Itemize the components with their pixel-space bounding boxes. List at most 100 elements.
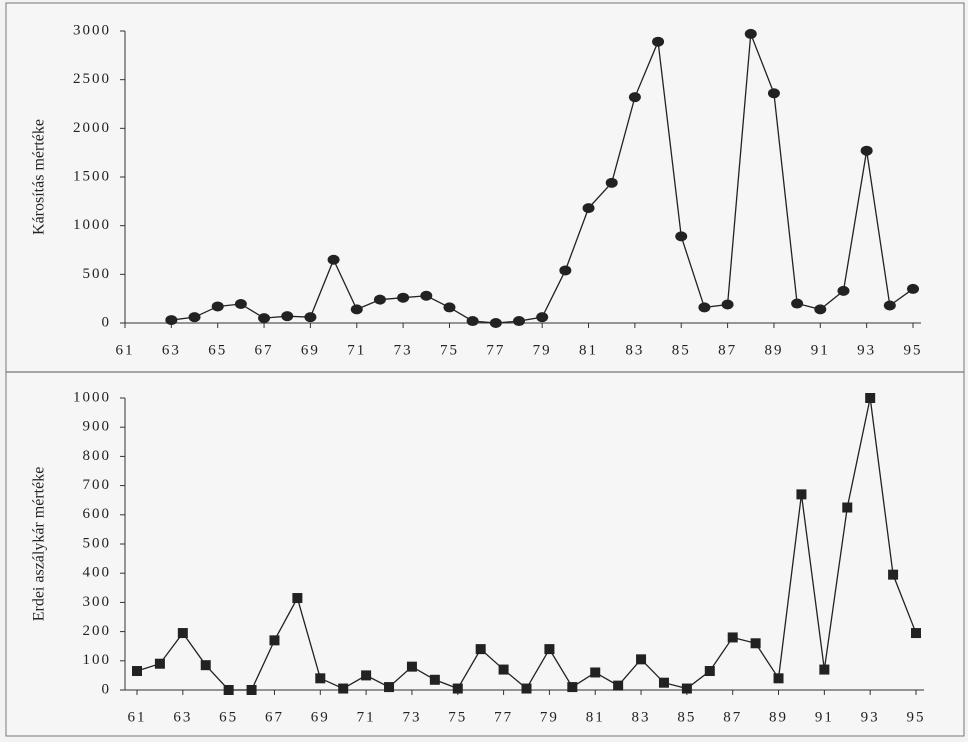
x-tick-label: 91 — [811, 342, 830, 358]
x-tick-label: 91 — [815, 709, 834, 725]
y-tick-label: 800 — [83, 448, 112, 464]
marker — [819, 664, 830, 675]
marker — [475, 644, 486, 655]
marker — [907, 283, 919, 294]
marker — [613, 680, 624, 691]
marker — [188, 312, 201, 323]
marker — [888, 569, 899, 580]
marker — [796, 489, 807, 500]
marker — [582, 203, 595, 214]
marker — [704, 666, 715, 677]
marker — [361, 670, 372, 681]
marker — [536, 312, 549, 323]
marker — [636, 654, 647, 665]
marker — [281, 311, 294, 322]
marker — [744, 28, 757, 39]
frame — [5, 2, 965, 737]
marker — [154, 658, 165, 669]
x-tick-label: 63 — [173, 709, 192, 725]
marker — [791, 298, 804, 309]
x-tick-label: 93 — [861, 709, 880, 725]
y-tick-label: 900 — [83, 419, 112, 435]
x-tick-label: 81 — [586, 709, 605, 725]
marker — [397, 292, 410, 303]
marker — [590, 667, 601, 678]
marker — [721, 299, 734, 310]
marker — [773, 673, 784, 684]
y-tick-label: 300 — [83, 594, 112, 610]
marker — [675, 231, 688, 242]
x-tick-label: 95 — [904, 342, 923, 358]
marker — [842, 502, 853, 513]
x-tick-label: 87 — [718, 342, 737, 358]
marker — [814, 304, 827, 315]
marker — [652, 36, 665, 47]
x-tick-label: 61 — [128, 709, 147, 725]
marker — [658, 677, 669, 688]
x-tick-label: 71 — [347, 342, 366, 358]
marker — [452, 683, 463, 694]
marker — [350, 304, 363, 315]
marker — [559, 265, 572, 276]
x-tick-label: 75 — [448, 709, 467, 725]
marker — [223, 685, 234, 695]
x-tick-label: 67 — [255, 342, 274, 358]
marker — [132, 666, 142, 677]
marker — [628, 92, 641, 103]
marker — [177, 628, 188, 639]
x-tick-label: 69 — [301, 342, 320, 358]
marker — [567, 682, 578, 693]
x-tick-label: 75 — [440, 342, 459, 358]
y-axis-label: Erdei aszálykár mértéke — [31, 467, 48, 622]
x-tick-label: 73 — [402, 709, 421, 725]
marker — [544, 644, 555, 655]
marker — [315, 673, 326, 684]
y-tick-label: 500 — [83, 266, 112, 282]
marker — [489, 318, 502, 328]
y-tick-label: 600 — [83, 506, 112, 522]
x-tick-label: 83 — [632, 709, 651, 725]
y-tick-label: 200 — [83, 623, 112, 639]
marker — [406, 661, 417, 672]
y-tick-label: 0 — [102, 681, 112, 697]
x-tick-label: 77 — [486, 342, 505, 358]
marker — [727, 632, 738, 643]
marker — [521, 683, 532, 694]
y-tick-label: 2500 — [73, 71, 111, 87]
x-tick-label: 65 — [208, 342, 227, 358]
x-tick-label: 85 — [677, 709, 696, 725]
y-tick-label: 1500 — [73, 168, 111, 184]
y-tick-label: 500 — [83, 535, 112, 551]
y-tick-label: 700 — [83, 477, 112, 493]
x-tick-label: 79 — [540, 709, 559, 725]
marker — [860, 145, 873, 156]
marker — [605, 177, 618, 188]
marker — [327, 254, 340, 265]
x-tick-label: 81 — [579, 342, 598, 358]
marker — [429, 674, 440, 685]
y-tick-label: 2000 — [73, 120, 111, 136]
marker — [269, 635, 280, 646]
marker — [443, 302, 456, 313]
x-tick-label: 69 — [311, 709, 330, 725]
marker — [681, 683, 692, 694]
x-tick-label: 77 — [494, 709, 513, 725]
x-tick-label: 83 — [625, 342, 644, 358]
x-tick-label: 73 — [394, 342, 413, 358]
marker — [698, 302, 711, 313]
marker — [304, 312, 317, 323]
marker — [911, 628, 921, 639]
x-tick-label: 67 — [265, 709, 284, 725]
y-tick-label: 1000 — [73, 217, 111, 233]
x-tick-label: 89 — [769, 709, 788, 725]
marker — [338, 683, 349, 694]
marker — [767, 88, 780, 99]
x-tick-label: 79 — [533, 342, 552, 358]
y-axis-label: Károsítás mértéke — [31, 119, 48, 235]
x-tick-label: 71 — [357, 709, 376, 725]
marker — [211, 301, 224, 312]
marker — [234, 299, 247, 310]
marker — [883, 300, 896, 311]
marker — [165, 315, 178, 326]
